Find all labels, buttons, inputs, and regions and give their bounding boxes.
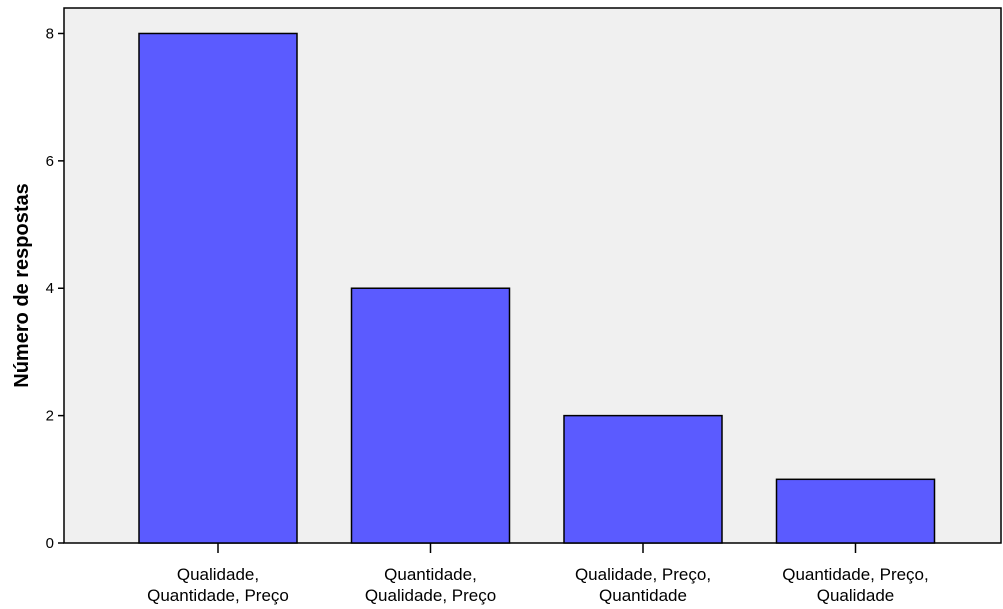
bar-4 xyxy=(775,478,936,544)
y-tick-label: 8 xyxy=(46,25,54,42)
bars-group xyxy=(138,32,936,544)
x-category-label: Quantidade, Preço, Qualidade xyxy=(782,565,928,605)
bar-2 xyxy=(350,287,511,544)
y-axis: 0 2 4 6 8 xyxy=(46,25,64,552)
x-category-label: Qualidade, Quantidade, Preço xyxy=(147,565,289,605)
x-category-label: Qualidade, Preço, Quantidade xyxy=(575,565,711,605)
x-category-label: Quantidade, Qualidade, Preço xyxy=(365,565,496,605)
x-axis: Qualidade, Quantidade, Preço Quantidade, Qu… xyxy=(147,543,929,605)
y-tick-label: 4 xyxy=(46,280,54,297)
bar-3 xyxy=(563,414,723,544)
y-tick-label: 2 xyxy=(46,408,54,425)
y-tick-label: 0 xyxy=(46,535,54,552)
bar-1 xyxy=(138,32,298,544)
y-tick-label: 6 xyxy=(46,153,54,170)
y-axis-title: Número de respostas xyxy=(11,183,33,388)
